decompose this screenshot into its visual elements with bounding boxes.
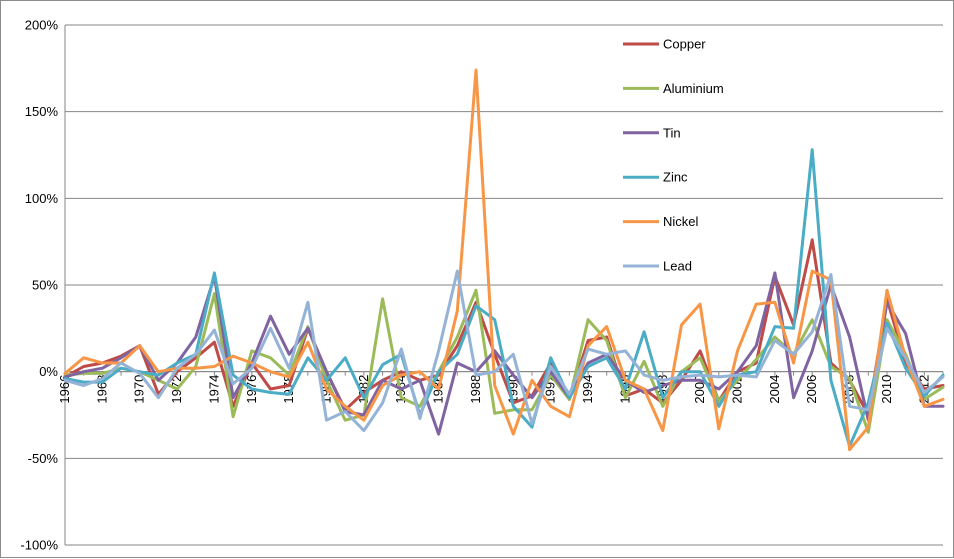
legend-label-tin: Tin — [663, 125, 681, 140]
x-tick-label: 2006 — [804, 375, 819, 404]
legend-label-zinc: Zinc — [663, 170, 688, 185]
x-tick-label: 1994 — [580, 375, 595, 404]
x-tick-label: 1970 — [132, 375, 147, 404]
y-tick-label: 50% — [32, 278, 58, 293]
y-tick-label: -50% — [28, 451, 59, 466]
x-tick-label: 1988 — [468, 375, 483, 404]
x-tick-label: 2010 — [879, 375, 894, 404]
y-tick-label: 150% — [25, 104, 59, 119]
series-line-lead — [63, 269, 945, 433]
legend: Copper Aluminium Tin Zinc Nickel Lead — [623, 37, 724, 274]
y-tick-label: -100% — [20, 538, 58, 553]
x-tick-label: 2004 — [767, 375, 782, 404]
y-tick-labels: -100% -50% 0% 50% 100% 150% 200% — [20, 18, 58, 553]
legend-label-lead: Lead — [663, 259, 692, 274]
x-tick-label: 1974 — [206, 375, 221, 404]
x-tick-label: 1978 — [281, 375, 296, 404]
y-tick-label: 0% — [39, 364, 58, 379]
legend-label-copper: Copper — [663, 37, 706, 52]
y-tick-label: 100% — [25, 191, 59, 206]
y-tick-label: 200% — [25, 18, 59, 33]
series-lines — [63, 68, 945, 452]
gridlines — [65, 24, 943, 546]
series-line-nickel — [63, 68, 945, 452]
legend-label-nickel: Nickel — [663, 214, 699, 229]
legend-label-aluminium: Aluminium — [663, 81, 724, 96]
